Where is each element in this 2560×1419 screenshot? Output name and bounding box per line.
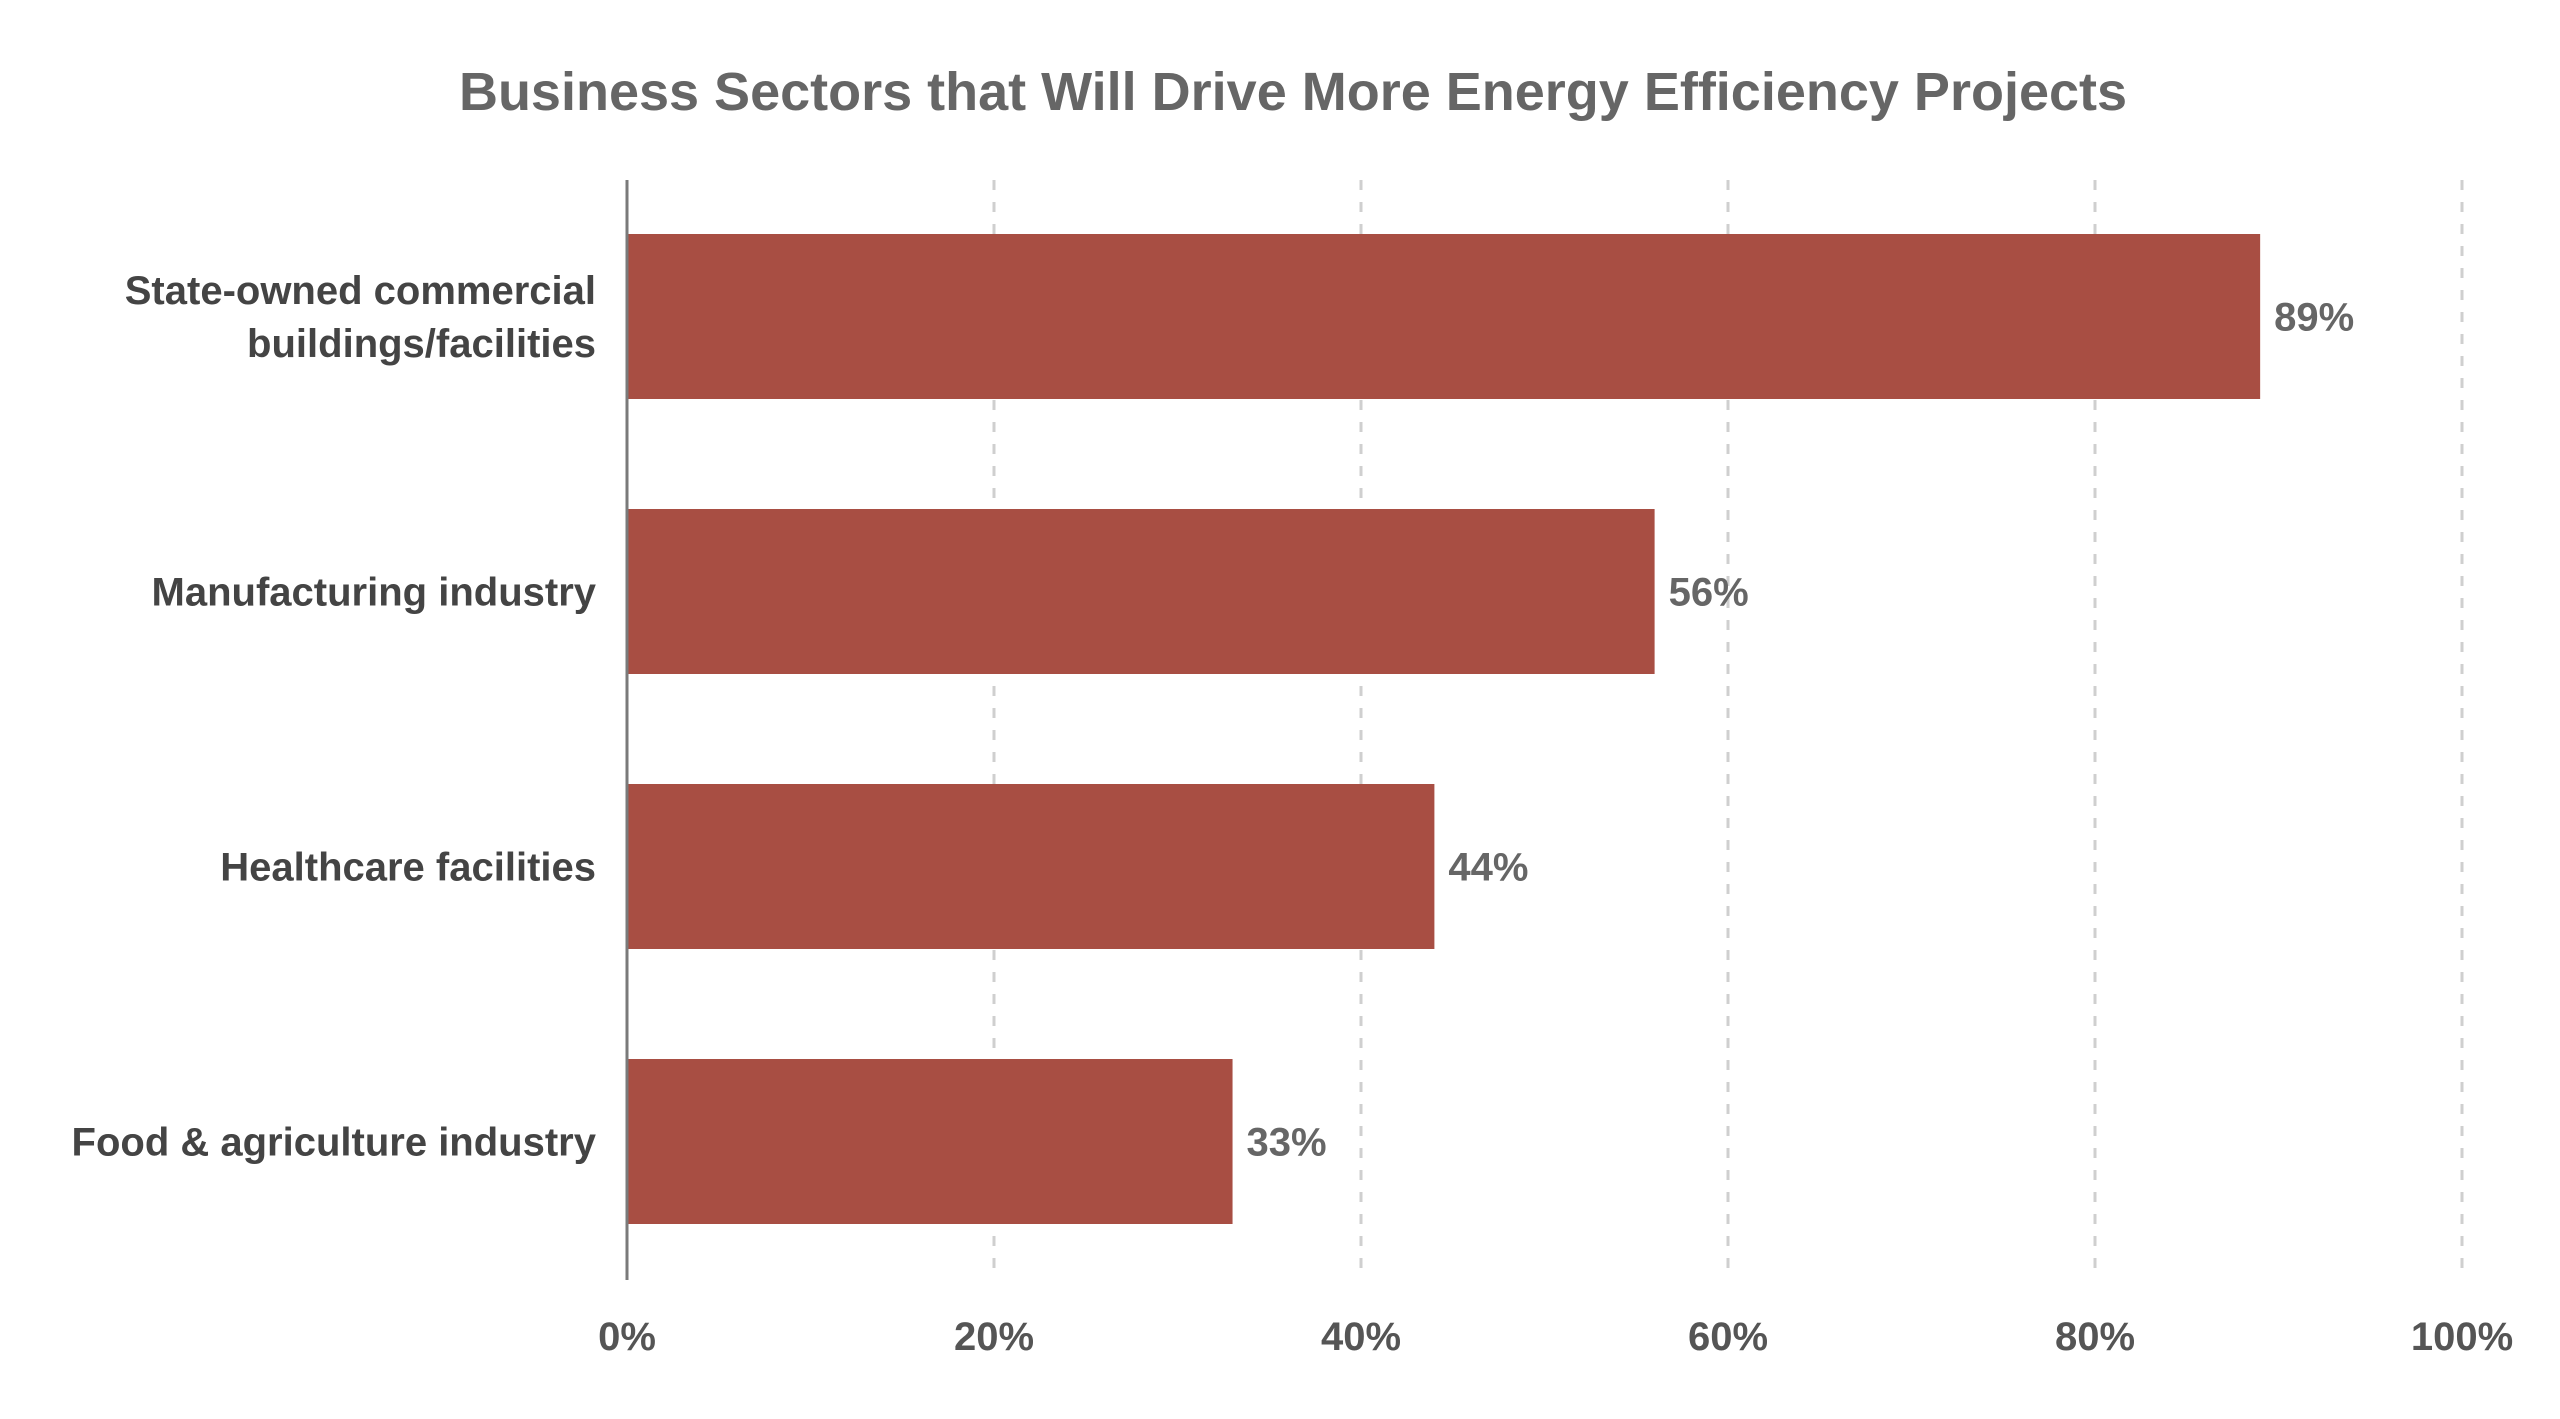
value-labels: 89% 56% 44% 33% [1247, 296, 2355, 1165]
value-label-4: 33% [1247, 1121, 1327, 1165]
x-tick-label-0: 0% [598, 1315, 656, 1359]
chart-title: Business Sectors that Will Drive More En… [459, 62, 2127, 122]
value-label-2: 56% [1669, 571, 1749, 615]
bar-4 [627, 1059, 1233, 1224]
x-tick-label-80: 80% [2055, 1315, 2135, 1359]
category-label-1-line-2: buildings/facilities [247, 322, 596, 366]
category-label-3: Healthcare facilities [220, 846, 596, 890]
category-label-4: Food & agriculture industry [72, 1121, 597, 1165]
x-tick-label-40: 40% [1321, 1315, 1401, 1359]
bar-3 [627, 784, 1435, 949]
category-label-2: Manufacturing industry [152, 571, 597, 615]
value-label-3: 44% [1448, 846, 1528, 890]
bar-2 [627, 509, 1655, 674]
bar-1 [627, 234, 2261, 399]
x-tick-label-100: 100% [2411, 1315, 2513, 1359]
bars [627, 234, 2261, 1224]
x-tick-label-60: 60% [1688, 1315, 1768, 1359]
category-labels: State-owned commercial buildings/faciliti… [72, 269, 597, 1165]
x-axis-tick-labels: 0% 20% 40% 60% 80% 100% [598, 1315, 2513, 1359]
category-label-1-line-1: State-owned commercial [125, 269, 596, 313]
value-label-1: 89% [2274, 296, 2354, 340]
x-tick-label-20: 20% [954, 1315, 1034, 1359]
